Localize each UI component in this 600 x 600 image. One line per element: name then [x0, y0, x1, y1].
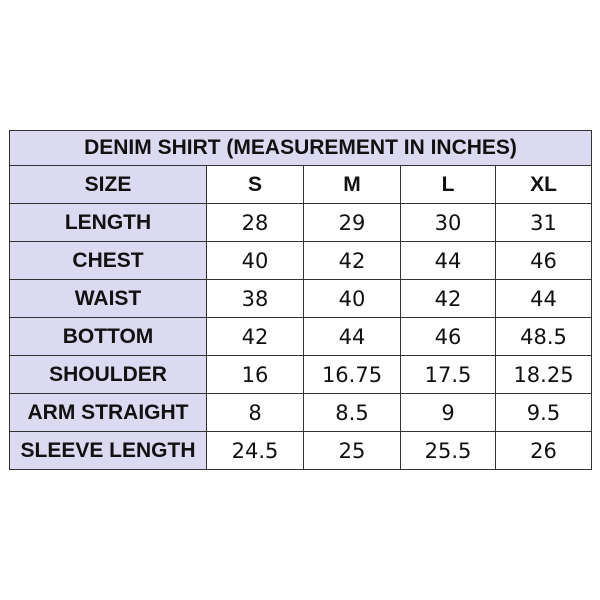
table-row: ARM STRAIGHT 8 8.5 9 9.5	[9, 393, 593, 432]
measurement-cell: 9	[400, 393, 496, 432]
measurement-cell: 8	[206, 393, 304, 432]
measurement-cell: 40	[303, 279, 401, 318]
measurement-cell: 38	[206, 279, 304, 318]
row-label: SLEEVE LENGTH	[9, 431, 207, 470]
header-row: SIZE S M L XL	[9, 165, 593, 204]
row-label: CHEST	[9, 241, 207, 280]
table-row: CHEST 40 42 44 46	[9, 241, 593, 280]
measurement-cell: 9.5	[494, 393, 593, 432]
measurement-cell: 46	[400, 317, 496, 356]
measurement-cell: 44	[494, 279, 593, 318]
row-label: WAIST	[9, 279, 207, 318]
measurement-cell: 8.5	[303, 393, 401, 432]
measurement-cell: 48.5	[494, 317, 593, 356]
table-title: DENIM SHIRT (MEASUREMENT IN INCHES)	[8, 130, 593, 166]
measurement-cell: 25.5	[400, 431, 496, 470]
row-label: BOTTOM	[9, 317, 207, 356]
measurement-cell: 17.5	[400, 355, 496, 394]
table-row: BOTTOM 42 44 46 48.5	[9, 317, 593, 356]
measurement-cell: 44	[400, 241, 496, 280]
table-row: SLEEVE LENGTH 24.5 25 25.5 26	[9, 431, 593, 470]
size-s: S	[206, 165, 304, 204]
measurement-cell: 42	[206, 317, 304, 356]
table-row: WAIST 38 40 42 44	[9, 279, 593, 318]
title-row: DENIM SHIRT (MEASUREMENT IN INCHES)	[8, 130, 593, 166]
measurement-cell: 31	[494, 203, 593, 242]
measurement-cell: 24.5	[206, 431, 304, 470]
size-header-label: SIZE	[9, 165, 207, 204]
measurement-cell: 18.25	[494, 355, 593, 394]
size-l: L	[400, 165, 496, 204]
measurement-cell: 44	[303, 317, 401, 356]
measurement-cell: 28	[206, 203, 304, 242]
size-xl: XL	[494, 165, 593, 204]
table-row: SHOULDER 16 16.75 17.5 18.25	[9, 355, 593, 394]
size-chart-table: DENIM SHIRT (MEASUREMENT IN INCHES) SIZE…	[8, 130, 593, 470]
table-row: LENGTH 28 29 30 31	[9, 203, 593, 242]
measurement-cell: 42	[303, 241, 401, 280]
measurement-cell: 16	[206, 355, 304, 394]
measurement-cell: 42	[400, 279, 496, 318]
measurement-cell: 46	[494, 241, 593, 280]
measurement-cell: 29	[303, 203, 401, 242]
row-label: SHOULDER	[9, 355, 207, 394]
measurement-cell: 30	[400, 203, 496, 242]
size-m: M	[303, 165, 401, 204]
row-label: ARM STRAIGHT	[9, 393, 207, 432]
row-label: LENGTH	[9, 203, 207, 242]
measurement-cell: 16.75	[303, 355, 401, 394]
measurement-cell: 26	[494, 431, 593, 470]
measurement-cell: 40	[206, 241, 304, 280]
measurement-cell: 25	[303, 431, 401, 470]
